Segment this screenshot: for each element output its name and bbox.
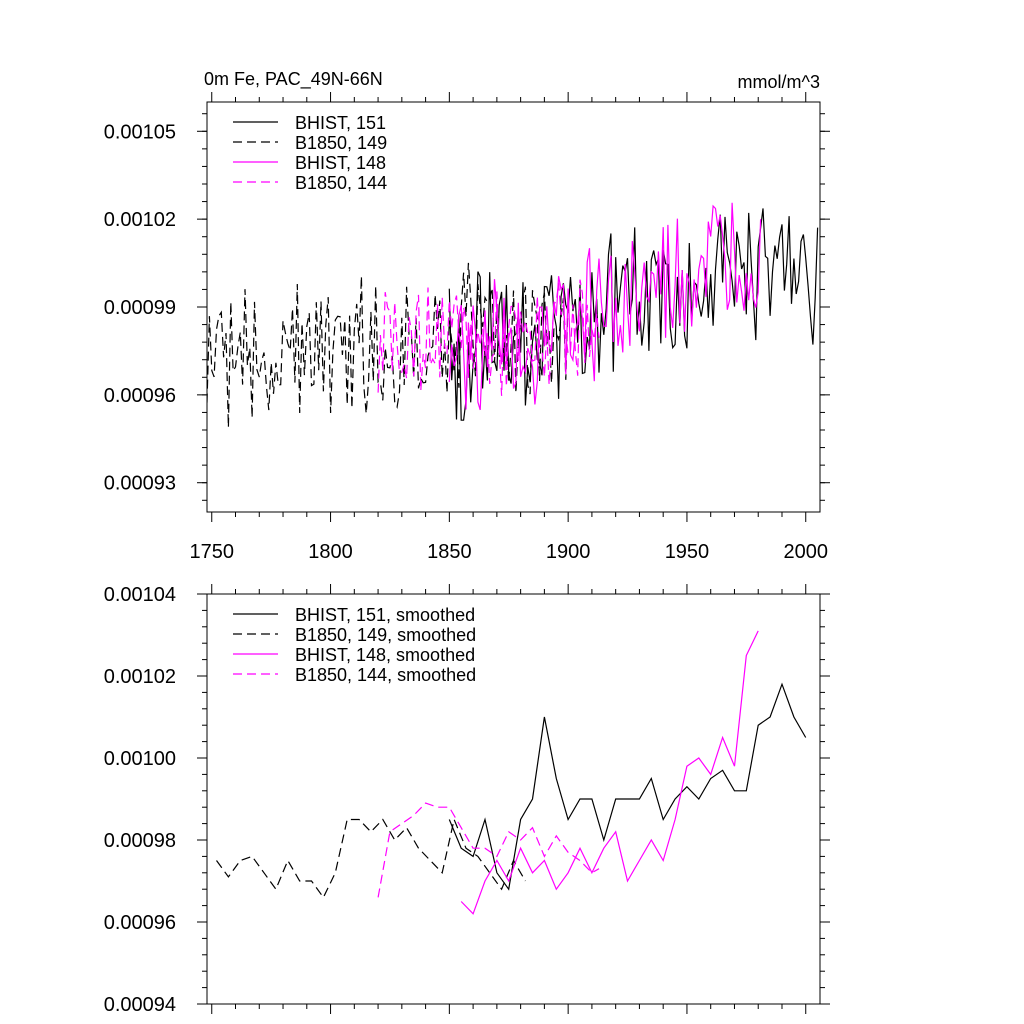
y-tick-label: 0.00094 bbox=[104, 994, 176, 1016]
series-line bbox=[448, 202, 762, 411]
y-tick-label: 0.00099 bbox=[104, 297, 176, 319]
y-tick-label: 0.00105 bbox=[104, 121, 176, 143]
y-tick-label: 0.00098 bbox=[104, 830, 176, 852]
y-tick-label: 0.00102 bbox=[104, 209, 176, 231]
x-tick-label: 1900 bbox=[546, 541, 591, 563]
legend-label: BHIST, 148, smoothed bbox=[295, 645, 475, 665]
series-line bbox=[216, 817, 526, 899]
y-tick-label: 0.00104 bbox=[104, 584, 176, 606]
series-line bbox=[377, 802, 600, 898]
x-tick-label: 1950 bbox=[665, 541, 710, 563]
legend-label: B1850, 144 bbox=[295, 173, 387, 193]
series-line bbox=[207, 262, 569, 428]
series-line bbox=[377, 279, 600, 396]
y-tick-label: 0.00100 bbox=[104, 748, 176, 770]
legend-label: B1850, 149, smoothed bbox=[295, 625, 476, 645]
y-tick-label: 0.00102 bbox=[104, 666, 176, 688]
top-panel-units: mmol/m^3 bbox=[738, 72, 820, 92]
legend-label: B1850, 144, smoothed bbox=[295, 665, 476, 685]
top-panel: 0m Fe, PAC_49N-66N mmol/m^3 1750 1800 1850… bbox=[104, 69, 830, 563]
legend-label: BHIST, 148 bbox=[295, 153, 386, 173]
x-tick-label: 1800 bbox=[308, 541, 353, 563]
legend-label: BHIST, 151, smoothed bbox=[295, 605, 475, 625]
x-tick-label: 2000 bbox=[783, 541, 828, 563]
top-panel-title: 0m Fe, PAC_49N-66N bbox=[204, 69, 383, 90]
plot-frame bbox=[206, 593, 821, 1005]
y-tick-label: 0.00096 bbox=[104, 385, 176, 407]
bottom-panel: 0.00094 0.00096 0.00098 0.00100 0.00102 0.001… bbox=[104, 584, 830, 1016]
y-tick-label: 0.00093 bbox=[104, 473, 176, 495]
legend-label: B1850, 149 bbox=[295, 133, 387, 153]
series-line bbox=[460, 630, 759, 915]
y-tick-label: 0.00096 bbox=[104, 912, 176, 934]
x-tick-label: 1850 bbox=[427, 541, 472, 563]
legend-label: BHIST, 151 bbox=[295, 113, 386, 133]
x-tick-label: 1750 bbox=[190, 541, 235, 563]
series-line bbox=[448, 682, 807, 891]
